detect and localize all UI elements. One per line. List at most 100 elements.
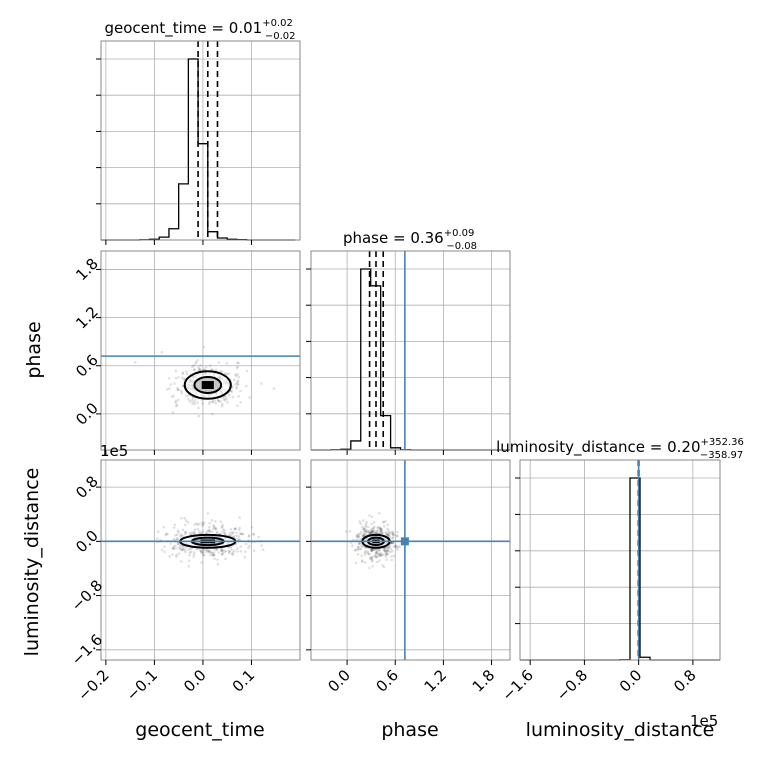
sample-point: [373, 525, 376, 528]
sample-point: [367, 531, 371, 535]
sample-point: [202, 345, 206, 349]
sample-point: [230, 390, 234, 394]
sample-point: [201, 402, 205, 405]
sample-point: [252, 549, 256, 553]
title-luminosity-distance: luminosity_distance = 0.20+352.36 −358.97: [496, 437, 744, 461]
sample-point: [363, 528, 366, 531]
sample-point: [386, 527, 389, 531]
sample-point: [368, 514, 371, 517]
sample-point: [390, 532, 394, 536]
sample-point: [190, 531, 194, 535]
sample-point: [221, 523, 224, 527]
sample-point: [236, 379, 240, 383]
sample-point: [189, 550, 193, 554]
sample-point: [236, 547, 239, 550]
sample-point: [248, 396, 251, 399]
sample-point: [196, 527, 200, 531]
sample-point: [233, 378, 236, 382]
sample-point: [175, 547, 178, 550]
sample-point: [363, 553, 367, 556]
sample-point: [398, 545, 401, 548]
sample-point: [220, 404, 224, 408]
sample-point: [371, 531, 375, 534]
sample-point: [191, 402, 194, 406]
sample-point: [227, 549, 231, 553]
sample-point: [187, 559, 191, 563]
sample-point: [217, 551, 220, 554]
title-minus: −0.08: [446, 241, 477, 252]
sample-point: [385, 550, 389, 553]
sample-point: [201, 530, 204, 533]
sample-point: [377, 549, 381, 553]
sample-point: [378, 527, 382, 530]
sample-point: [387, 546, 391, 550]
sample-point: [190, 547, 193, 550]
sample-point: [226, 400, 229, 404]
sample-point: [233, 527, 236, 531]
sample-point: [378, 548, 382, 552]
sample-point: [386, 523, 389, 526]
sample-point: [381, 531, 384, 534]
sample-point: [252, 532, 256, 536]
sample-point: [188, 551, 192, 554]
sample-point: [230, 531, 234, 534]
sample-point: [239, 550, 243, 553]
sample-point: [208, 525, 211, 529]
sample-point: [230, 548, 234, 551]
axes-frame: [310, 250, 511, 451]
sample-point: [236, 373, 240, 376]
sample-point: [238, 532, 242, 535]
sample-point: [358, 541, 362, 545]
sample-point: [236, 382, 240, 385]
sample-point: [184, 532, 187, 536]
sample-point: [390, 555, 393, 558]
sample-point: [237, 361, 240, 365]
sample-point: [207, 529, 210, 533]
sample-point: [211, 412, 214, 416]
sample-point: [386, 548, 389, 552]
sample-point: [362, 529, 366, 532]
x-tick-label: −0.2: [74, 666, 112, 704]
sample-point: [197, 414, 201, 418]
sample-point: [185, 372, 189, 376]
sample-point: [357, 542, 361, 546]
sample-point: [184, 523, 187, 527]
sample-point: [387, 533, 391, 536]
sample-point: [221, 548, 225, 552]
sample-point: [370, 531, 373, 535]
sample-point: [235, 380, 239, 384]
title-minus: −358.97: [700, 450, 743, 461]
sample-point: [378, 512, 381, 515]
sample-point: [371, 529, 375, 533]
sample-point: [379, 529, 382, 533]
sample-point: [236, 538, 240, 541]
sample-point: [386, 546, 390, 549]
sample-point: [211, 368, 214, 372]
x-axis-label-phase: phase: [381, 719, 438, 741]
offset-text-y: 1e5: [100, 442, 128, 460]
y-tick-label: 0.8: [72, 472, 102, 502]
sample-point: [201, 523, 205, 526]
sample-point: [236, 404, 239, 408]
sample-point: [231, 551, 235, 554]
sample-point: [368, 532, 372, 535]
sample-point: [381, 564, 384, 567]
sample-point: [208, 400, 212, 404]
sample-point: [362, 534, 366, 538]
x-tick-label: −0.1: [123, 666, 161, 704]
sample-point: [225, 362, 228, 365]
histogram-phase: [311, 268, 510, 451]
sample-point: [213, 557, 216, 561]
sample-point: [214, 527, 217, 530]
sample-point: [380, 553, 384, 557]
sample-point: [188, 547, 192, 551]
sample-point: [365, 530, 368, 534]
sample-point: [370, 528, 374, 531]
sample-point: [214, 548, 217, 551]
sample-point: [181, 372, 185, 376]
sample-point: [356, 535, 359, 538]
histogram-layer: [101, 41, 720, 661]
sample-point: [232, 531, 235, 534]
sample-point: [368, 566, 371, 570]
sample-point: [359, 530, 363, 534]
